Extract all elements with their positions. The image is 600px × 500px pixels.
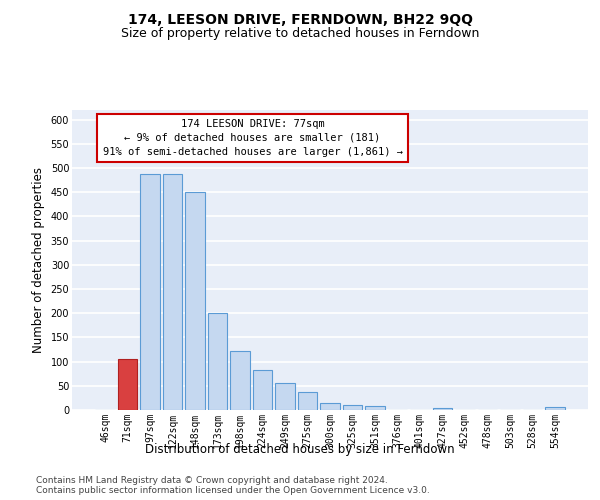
Bar <box>185 192 205 410</box>
Text: 174, LEESON DRIVE, FERNDOWN, BH22 9QQ: 174, LEESON DRIVE, FERNDOWN, BH22 9QQ <box>128 12 473 26</box>
Bar <box>140 174 160 410</box>
Bar <box>208 313 227 410</box>
Bar <box>343 405 362 410</box>
Text: Contains HM Land Registry data © Crown copyright and database right 2024.
Contai: Contains HM Land Registry data © Crown c… <box>36 476 430 495</box>
Bar <box>275 383 295 410</box>
Bar <box>163 174 182 410</box>
Text: Distribution of detached houses by size in Ferndown: Distribution of detached houses by size … <box>145 442 455 456</box>
Bar <box>118 359 137 410</box>
Text: 174 LEESON DRIVE: 77sqm
← 9% of detached houses are smaller (181)
91% of semi-de: 174 LEESON DRIVE: 77sqm ← 9% of detached… <box>103 119 403 157</box>
Bar <box>545 407 565 410</box>
Y-axis label: Number of detached properties: Number of detached properties <box>32 167 45 353</box>
Text: Size of property relative to detached houses in Ferndown: Size of property relative to detached ho… <box>121 28 479 40</box>
Bar <box>230 351 250 410</box>
Bar <box>320 402 340 410</box>
Bar <box>253 370 272 410</box>
Bar <box>365 406 385 410</box>
Bar <box>433 408 452 410</box>
Bar <box>298 392 317 410</box>
